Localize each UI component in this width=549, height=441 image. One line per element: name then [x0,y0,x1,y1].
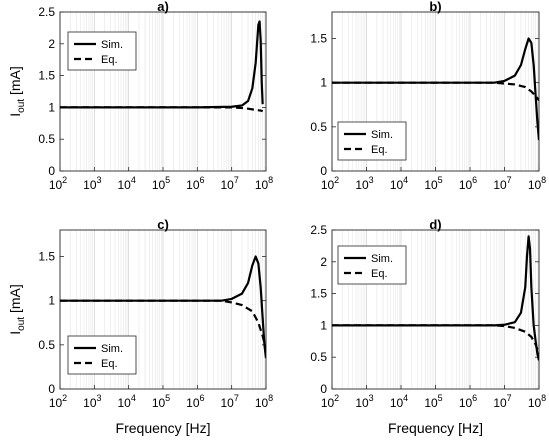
subplot-4: 0 0.5 1 1.5 2 2.5 102 103 104 105 106 107 108 d) Frequ… [310,217,546,436]
legend: Sim. Eq. [337,245,407,285]
legend-label: Sim. [101,39,123,51]
y-tick-label: 0.5 [38,338,55,352]
y-tick-label: 2.5 [310,223,327,237]
y-tick-label: 0.5 [38,132,55,146]
x-tick-label: 107 [220,175,238,192]
legend-label: Eq. [101,54,118,66]
subplot-title: c) [157,217,169,232]
x-tick-label: 106 [186,393,204,410]
y-tick-label: 2 [320,255,327,269]
x-tick-label: 103 [83,393,101,410]
subplot-1: 0 0.5 1 1.5 2 2.5 102 103 104 105 106 107 108 a) Iout … [7,0,273,192]
x-tick-label: 102 [321,175,339,192]
y-tick-label: 0 [48,382,55,396]
series-line-sim [332,37,539,141]
y-tick-label: 0 [320,164,327,178]
series-line-sim [60,255,266,359]
legend-label: Eq. [371,268,388,280]
series-line-eq [332,324,539,355]
y-tick-label: 2.5 [38,5,55,19]
x-tick-label: 106 [186,175,204,192]
y-axis-label: Iout [mA] [7,66,27,116]
legend-label: Eq. [101,358,118,370]
legend-label: Sim. [371,253,393,265]
x-tick-label: 103 [355,393,373,410]
y-tick-label: 0 [48,164,55,178]
legend-label: Sim. [371,129,393,141]
legend-box [337,245,407,285]
y-tick-label: 1.5 [38,69,55,83]
subplot-title: a) [157,0,169,14]
subplot-2: 0 0.5 1 1.5 102 103 104 105 106 107 108 b) Sim. Eq. [310,0,546,192]
x-tick-label: 108 [528,175,546,192]
series-line-eq [60,106,264,113]
x-tick-label: 104 [117,175,135,192]
x-tick-label: 105 [152,393,170,410]
y-tick-label: 1 [48,294,55,308]
x-tick-label: 104 [117,393,135,410]
x-tick-label: 103 [355,175,373,192]
y-tick-label: 1 [48,100,55,114]
y-axis-label: Iout [mA] [7,284,27,334]
x-tick-label: 106 [459,175,477,192]
x-tick-label: 107 [493,393,511,410]
x-axis-label: Frequency [Hz] [388,420,483,436]
y-tick-label: 1.5 [310,32,327,46]
x-tick-label: 108 [255,175,273,192]
legend-box [67,335,137,375]
x-tick-label: 103 [83,175,101,192]
subplot-3: 0 0.5 1 1.5 102 103 104 105 106 107 108 c) Frequency… [7,217,273,436]
y-tick-label: 0.5 [310,350,327,364]
y-tick-label: 1 [320,318,327,332]
x-tick-label: 105 [424,393,442,410]
subplot-title: b) [429,0,441,14]
x-tick-label: 107 [220,393,238,410]
y-tick-label: 0.5 [310,120,327,134]
y-tick-label: 1.5 [38,250,55,264]
x-tick-label: 102 [321,393,339,410]
series-line-eq [60,299,266,350]
y-tick-label: 0 [320,382,327,396]
subplot-title: d) [429,217,441,232]
legend-label: Eq. [371,144,388,156]
y-tick-label: 1 [320,76,327,90]
x-tick-label: 105 [424,175,442,192]
legend: Sim. Eq. [337,121,407,161]
x-tick-label: 108 [255,393,273,410]
x-axis-label: Frequency [Hz] [116,420,211,436]
x-tick-label: 104 [390,175,408,192]
legend-label: Sim. [101,343,123,355]
x-tick-label: 106 [459,393,477,410]
x-tick-label: 102 [49,175,67,192]
series-line-eq [332,81,539,101]
legend: Sim. Eq. [67,31,137,71]
y-tick-label: 1.5 [310,287,327,301]
x-tick-label: 105 [152,175,170,192]
x-tick-label: 107 [493,175,511,192]
legend-box [67,31,137,71]
x-tick-label: 102 [49,393,67,410]
x-tick-label: 104 [390,393,408,410]
x-tick-label: 108 [528,393,546,410]
legend: Sim. Eq. [67,335,137,375]
legend-box [337,121,407,161]
y-tick-label: 2 [48,37,55,51]
